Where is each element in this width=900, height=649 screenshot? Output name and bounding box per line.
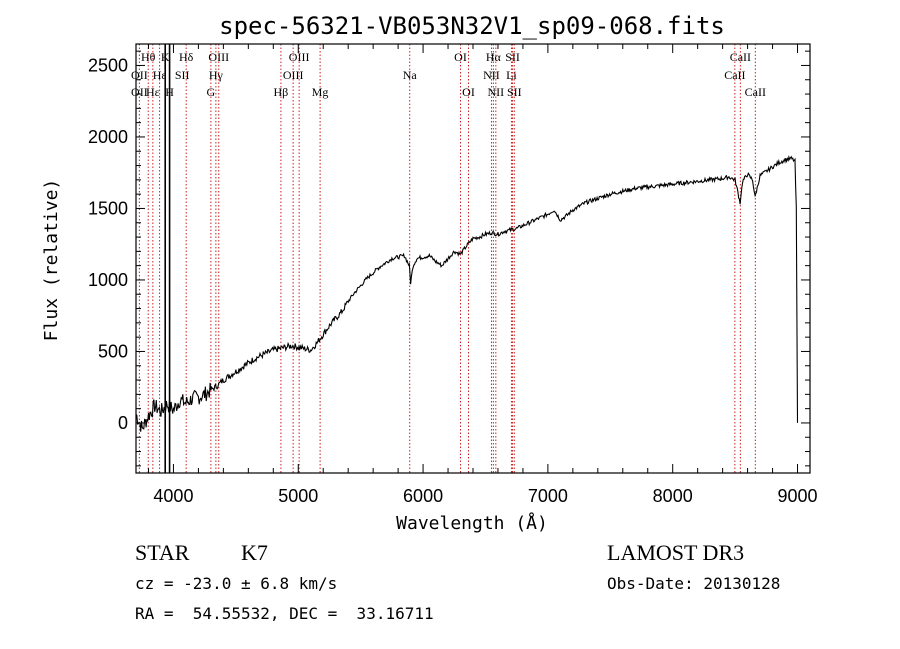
line-label: Hα — [486, 50, 502, 64]
chart-title: spec-56321-VB053N32V1_sp09-068.fits — [219, 12, 725, 40]
survey-name: LAMOST DR3 — [607, 540, 745, 565]
coordinates: RA = 54.55532, DEC = 33.16711 — [135, 604, 434, 623]
x-tick-label: 6000 — [403, 486, 443, 506]
x-tick-label: 4000 — [153, 486, 193, 506]
y-tick-label: 1500 — [88, 198, 128, 218]
line-label: OI — [454, 50, 467, 64]
y-axis-label: Flux (relative) — [41, 179, 62, 342]
line-label: Mg — [312, 85, 329, 99]
line-label: Hε — [153, 68, 167, 82]
emission-line-markers — [138, 44, 756, 473]
y-tick-label: 2500 — [88, 55, 128, 75]
flux-series-line — [135, 154, 799, 432]
line-label: CaII — [745, 85, 766, 99]
line-label: SII — [507, 85, 522, 99]
line-label: OI — [462, 85, 475, 99]
plot-frame — [135, 43, 811, 474]
line-label: OIII — [208, 50, 229, 64]
y-tick-label: 0 — [118, 413, 128, 433]
line-label: Hβ — [274, 85, 289, 99]
line-label: K — [161, 50, 170, 64]
line-label: Hθ — [141, 50, 156, 64]
observation-date: Obs-Date: 20130128 — [607, 574, 781, 593]
line-label: NII — [488, 85, 505, 99]
line-label: SII — [505, 50, 520, 64]
x-tick-label: 5000 — [278, 486, 318, 506]
line-label: G — [207, 85, 216, 99]
line-label: CaII — [724, 68, 745, 82]
line-label: OIII — [289, 50, 310, 64]
line-label: Li — [506, 68, 517, 82]
line-label: OIII — [283, 68, 304, 82]
line-label: CaII — [730, 50, 751, 64]
x-tick-label: 9000 — [777, 486, 817, 506]
y-tick-label: 500 — [98, 341, 128, 361]
line-label: OII — [131, 68, 148, 82]
line-label: Hε — [146, 85, 160, 99]
axes: 4000 5000 6000 7000 8000 9000 0 500 1000 1500 2000… — [88, 43, 818, 506]
line-label: NII — [483, 68, 500, 82]
line-label: Hδ — [179, 50, 194, 64]
y-tick-label: 1000 — [88, 270, 128, 290]
subclass: K7 — [241, 540, 268, 565]
x-tick-label: 7000 — [528, 486, 568, 506]
y-tick-label: 2000 — [88, 127, 128, 147]
x-axis-label: Wavelength (Å) — [396, 512, 548, 534]
line-label: OII — [131, 85, 148, 99]
line-label: Na — [403, 68, 418, 82]
redshift-cz: cz = -23.0 ± 6.8 km/s — [135, 574, 338, 593]
line-label: H — [165, 85, 174, 99]
object-class: STAR — [135, 540, 190, 565]
line-label: Hγ — [209, 68, 224, 82]
x-tick-label: 8000 — [653, 486, 693, 506]
line-label: SII — [175, 68, 190, 82]
